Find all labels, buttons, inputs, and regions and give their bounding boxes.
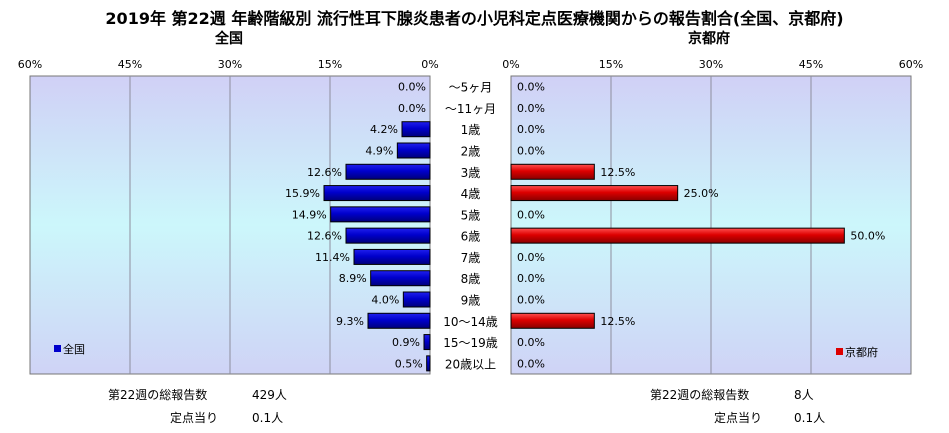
kyoto-data-label: 0.0% <box>517 81 545 94</box>
national-bar <box>426 355 431 372</box>
kyoto-bar <box>510 163 595 180</box>
category-label: 10～14歳 <box>443 315 498 329</box>
category-label: 2歳 <box>461 145 481 159</box>
chart-title: 2019年 第22週 年齢階級別 流行性耳下腺炎患者の小児科定点医療機関からの報… <box>105 9 844 28</box>
left-per-value: 0.1人 <box>252 411 284 425</box>
legend-kyoto-swatch <box>836 348 843 355</box>
kyoto-data-label: 0.0% <box>517 123 545 136</box>
right-per-label: 定点当り <box>714 411 763 425</box>
category-label: 15～19歳 <box>443 336 498 350</box>
x-tick-label: 60% <box>18 58 42 71</box>
national-bar <box>370 270 431 287</box>
x-tick-label: 30% <box>218 58 242 71</box>
category-label: 9歳 <box>461 294 481 308</box>
kyoto-data-label: 0.0% <box>517 145 545 158</box>
national-data-label: 11.4% <box>315 251 350 264</box>
kyoto-bar <box>510 227 845 244</box>
kyoto-bar <box>510 312 595 329</box>
national-data-label: 8.9% <box>339 272 367 285</box>
kyoto-bar <box>510 185 679 202</box>
legend-national-swatch <box>54 345 61 352</box>
national-data-label: 4.0% <box>371 294 399 307</box>
category-label: ～5ヶ月 <box>449 81 493 95</box>
category-label: 5歳 <box>461 208 481 222</box>
x-tick-label: 45% <box>799 58 823 71</box>
left-total-value: 429人 <box>252 388 287 402</box>
category-label: 7歳 <box>461 251 481 265</box>
kyoto-data-label: 12.5% <box>600 166 635 179</box>
kyoto-data-label: 0.0% <box>517 272 545 285</box>
category-label: 6歳 <box>461 230 481 244</box>
x-tick-label: 30% <box>699 58 723 71</box>
x-tick-label: 60% <box>899 58 923 71</box>
national-data-label: 15.9% <box>285 187 320 200</box>
x-tick-label: 45% <box>118 58 142 71</box>
left-total-label: 第22週の総報告数 <box>108 388 208 402</box>
x-tick-label: 0% <box>421 58 438 71</box>
national-data-label: 9.3% <box>336 315 364 328</box>
left-panel-title: 全国 <box>215 31 243 47</box>
kyoto-data-label: 0.0% <box>517 251 545 264</box>
kyoto-data-label: 0.0% <box>517 102 545 115</box>
national-bar <box>367 312 431 329</box>
national-bar <box>423 334 431 351</box>
national-bar <box>330 206 431 223</box>
national-data-label: 0.5% <box>395 357 423 370</box>
category-label: 8歳 <box>461 272 481 286</box>
kyoto-data-label: 0.0% <box>517 208 545 221</box>
kyoto-data-label: 0.0% <box>517 336 545 349</box>
national-data-label: 12.6% <box>307 230 342 243</box>
legend-national-label: 全国 <box>63 342 85 356</box>
kyoto-data-label: 0.0% <box>517 294 545 307</box>
kyoto-data-label: 0.0% <box>517 357 545 370</box>
kyoto-data-label: 25.0% <box>684 187 719 200</box>
national-bar <box>402 291 431 308</box>
right-total-label: 第22週の総報告数 <box>650 388 750 402</box>
left-per-label: 定点当り <box>170 411 219 425</box>
right-panel-title: 京都府 <box>688 31 730 47</box>
national-data-label: 0.9% <box>392 336 420 349</box>
category-label: 1歳 <box>461 123 481 137</box>
national-bar <box>323 185 431 202</box>
national-data-label: 14.9% <box>292 208 327 221</box>
national-data-label: 12.6% <box>307 166 342 179</box>
national-data-label: 0.0% <box>398 102 426 115</box>
x-tick-label: 0% <box>502 58 519 71</box>
legend-kyoto-label: 京都府 <box>845 345 878 359</box>
kyoto-data-label: 50.0% <box>850 230 885 243</box>
national-bar <box>345 227 431 244</box>
category-label: 3歳 <box>461 166 481 180</box>
national-data-label: 4.9% <box>365 145 393 158</box>
category-label: 4歳 <box>461 187 481 201</box>
national-bar <box>401 121 431 138</box>
category-label: 20歳以上 <box>445 357 496 371</box>
national-bar <box>345 163 431 180</box>
national-data-label: 4.2% <box>370 123 398 136</box>
national-data-label: 0.0% <box>398 81 426 94</box>
x-tick-label: 15% <box>318 58 342 71</box>
category-label: ～11ヶ月 <box>445 102 496 116</box>
national-bar <box>396 142 431 159</box>
right-total-value: 8人 <box>794 388 814 402</box>
x-tick-label: 15% <box>599 58 623 71</box>
kyoto-data-label: 12.5% <box>600 315 635 328</box>
national-bar <box>353 248 431 265</box>
right-per-value: 0.1人 <box>794 411 826 425</box>
